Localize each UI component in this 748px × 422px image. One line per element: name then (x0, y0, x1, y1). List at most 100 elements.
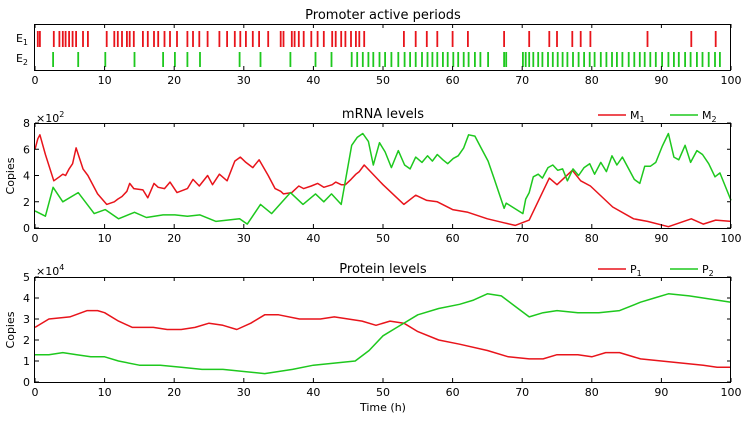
event-mark-e1 (64, 31, 67, 47)
event-mark-e2 (384, 52, 386, 67)
event-mark-e2 (684, 52, 686, 67)
event-mark-e2 (547, 52, 549, 67)
event-mark-e1 (153, 31, 155, 47)
event-mark-e2 (719, 52, 721, 67)
promoter-xtick-label: 10 (98, 74, 112, 87)
event-mark-e2 (104, 52, 107, 67)
mrna-xtick-label: 40 (306, 232, 320, 245)
event-mark-e1 (279, 31, 282, 47)
protein-ylabel: Copies (4, 311, 17, 348)
event-mark-e2 (621, 52, 624, 67)
mrna-ylabel: Copies (4, 157, 17, 194)
event-mark-e2 (505, 52, 508, 67)
event-mark-e1 (556, 31, 558, 47)
event-mark-e2 (537, 52, 540, 67)
protein-axes-frame (34, 277, 731, 383)
promoter-xtick-label: 40 (306, 74, 320, 87)
event-mark-e2 (541, 52, 544, 67)
event-mark-e2 (467, 52, 470, 67)
event-mark-e1 (239, 31, 242, 47)
event-mark-e2 (479, 52, 482, 67)
event-mark-e1 (267, 31, 270, 47)
protein-ytick-label: 1 (23, 355, 30, 368)
event-mark-e2 (572, 52, 574, 67)
mrna-xtick-label: 20 (167, 232, 181, 245)
event-mark-e1 (363, 31, 366, 47)
event-mark-e2 (174, 52, 176, 67)
event-mark-e1 (105, 31, 108, 47)
promoter-xtick-label: 30 (237, 74, 251, 87)
protein-xtick-label: 40 (306, 386, 320, 399)
event-mark-e2 (350, 52, 353, 67)
event-mark-e1 (176, 31, 178, 47)
protein-xtick-label: 60 (446, 386, 460, 399)
event-mark-e2 (452, 52, 455, 67)
mrna-axes-frame (34, 123, 731, 229)
event-mark-e1 (467, 31, 469, 47)
event-mark-e2 (528, 52, 531, 67)
promoter-x-ticks: 0 10 20 30 40 50 60 70 80 90 100 (32, 24, 742, 87)
event-mark-e1 (290, 31, 293, 47)
protein-xtick-label: 20 (167, 386, 181, 399)
event-mark-e1 (132, 31, 135, 47)
mrna-xtick-label: 10 (98, 232, 112, 245)
event-mark-e1 (646, 31, 649, 47)
panel-promoter: Promoter active periods E1 E2 0 10 20 30 40 5… (16, 8, 742, 87)
legend-label-p1: P1 (630, 263, 642, 278)
protein-ytick-label: 5 (23, 271, 30, 284)
mrna-ytick-label: 2 (23, 196, 30, 209)
event-mark-e1 (163, 31, 166, 47)
event-mark-e2 (677, 52, 680, 67)
event-mark-e2 (561, 52, 564, 67)
event-mark-e1 (116, 31, 119, 47)
event-mark-e1 (322, 31, 325, 47)
event-mark-e2 (593, 52, 596, 67)
mrna-ytick-label: 6 (23, 143, 30, 156)
event-mark-e2 (522, 52, 524, 67)
event-mark-e1 (186, 31, 189, 47)
event-mark-e1 (71, 31, 74, 47)
event-mark-e2 (199, 52, 201, 67)
promoter-xtick-label: 0 (32, 74, 39, 87)
promoter-xtick-label: 90 (654, 74, 668, 87)
mrna-ytick-label: 8 (23, 117, 30, 130)
event-mark-e1 (68, 31, 70, 47)
mrna-ytick-label: 4 (23, 170, 30, 183)
event-mark-e1 (571, 31, 574, 47)
event-mark-e1 (36, 31, 39, 47)
event-mark-e1 (87, 31, 89, 47)
event-mark-e1 (293, 31, 296, 47)
protein-xtick-label: 70 (515, 386, 529, 399)
event-mark-e2 (431, 52, 434, 67)
event-mark-e2 (289, 52, 292, 67)
event-mark-e1 (245, 31, 247, 47)
event-mark-e2 (426, 52, 429, 67)
event-mark-e1 (358, 31, 361, 47)
event-mark-e1 (355, 31, 357, 47)
event-mark-e1 (61, 31, 64, 47)
event-mark-e2 (627, 52, 630, 67)
panel-protein: Protein levels ×104 0 10 20 30 40 50 60 70 80 90 1… (4, 262, 742, 414)
event-mark-e1 (157, 31, 160, 47)
promoter-axes-frame (34, 24, 731, 71)
event-mark-e2 (577, 52, 580, 67)
event-mark-e2 (409, 52, 411, 67)
event-mark-e2 (599, 52, 602, 67)
protein-xtick-label: 10 (98, 386, 112, 399)
promoter-xtick-label: 20 (167, 74, 181, 87)
event-mark-e2 (643, 52, 646, 67)
protein-xtick-label: 0 (32, 386, 39, 399)
event-mark-e1 (350, 31, 352, 47)
event-mark-e2 (442, 52, 444, 67)
event-mark-e2 (611, 52, 613, 67)
event-mark-e1 (192, 31, 194, 47)
event-mark-e1 (218, 31, 221, 47)
event-mark-e2 (487, 52, 489, 67)
protein-x-ticks: 0 10 20 30 40 50 60 70 80 90 100 (32, 277, 742, 399)
event-mark-e2 (162, 52, 164, 67)
mrna-line-m2 (34, 132, 732, 225)
protein-xtick-label: 50 (376, 386, 390, 399)
event-mark-e1 (690, 31, 693, 47)
event-mark-e2 (673, 52, 675, 67)
event-mark-e1 (142, 31, 144, 47)
